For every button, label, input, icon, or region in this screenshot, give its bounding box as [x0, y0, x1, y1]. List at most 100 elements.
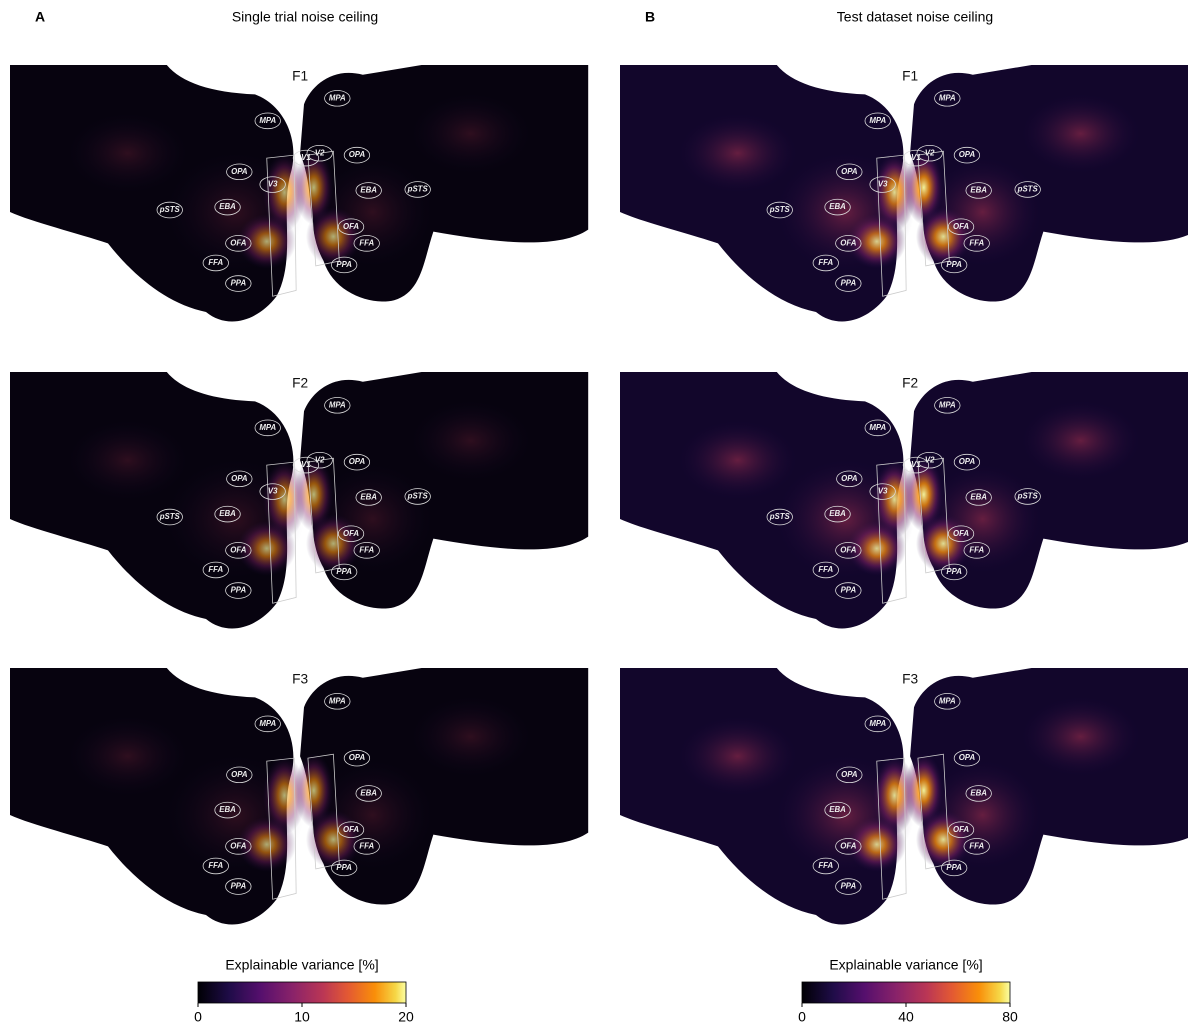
roi-label: V2	[925, 455, 935, 464]
roi-label: OPA	[231, 770, 248, 779]
activation-diffuse	[776, 460, 914, 578]
roi-label: FFA	[208, 258, 223, 267]
roi-label: OPA	[959, 150, 976, 159]
roi-contour	[202, 561, 229, 579]
roi-label: MPA	[259, 116, 276, 125]
roi-outline	[876, 753, 950, 900]
roi-label: OPA	[349, 150, 366, 159]
roi-label: pSTS	[1017, 185, 1039, 194]
roi-contour	[941, 563, 968, 581]
colorbar-label: Explainable variance [%]	[829, 957, 982, 973]
roi-contour	[953, 453, 981, 471]
roi-label: EBA	[360, 186, 377, 195]
roi-contour	[934, 693, 961, 710]
roi-contour	[214, 801, 241, 819]
roi-label: PPA	[946, 863, 962, 872]
roi-contour	[254, 419, 281, 437]
roi-contour	[835, 582, 862, 599]
roi-contour	[864, 112, 891, 130]
roi-label: MPA	[869, 719, 886, 728]
colorbar-label: Explainable variance [%]	[225, 957, 378, 973]
roi-contour	[202, 254, 229, 272]
roi-label: OFA	[953, 222, 969, 231]
roi-label: V1	[301, 153, 311, 162]
roi-contour	[331, 859, 358, 877]
roi-contour	[355, 182, 382, 199]
roi-label: OPA	[231, 474, 248, 483]
roi-label: EBA	[219, 202, 236, 211]
roi-label: EBA	[360, 789, 377, 798]
roi-contour	[331, 563, 358, 581]
map-label: F1	[292, 68, 308, 83]
colorbar-tick-label: 20	[398, 1009, 414, 1025]
roi-label: MPA	[329, 696, 346, 705]
roi-label: pSTS	[769, 512, 791, 521]
roi-label: OPA	[841, 770, 858, 779]
roi-contour	[337, 218, 365, 235]
activation-diffuse	[923, 465, 1042, 573]
roi-label: EBA	[970, 493, 987, 502]
roi-contour	[1014, 181, 1041, 198]
activation-diffuse	[68, 717, 187, 796]
roi-contour	[355, 489, 382, 506]
roi-label: pSTS	[1017, 492, 1039, 501]
activation-diffuse	[166, 756, 304, 874]
roi-label: FFA	[359, 545, 374, 554]
colorbar-tick-label: 10	[294, 1009, 310, 1025]
roi-label: PPA	[336, 567, 352, 576]
roi-label: V2	[315, 148, 325, 157]
roi-contour	[835, 542, 862, 559]
roi-label: PPA	[841, 586, 857, 595]
roi-contour	[156, 508, 183, 526]
roi-label: OPA	[959, 457, 976, 466]
roi-label: MPA	[869, 116, 886, 125]
roi-contour	[916, 451, 943, 469]
map-label: F3	[292, 671, 308, 686]
roi-label: MPA	[939, 696, 956, 705]
flatmap: F1MPAMPAOPAOPAEBAEBAOFAOFAFFAFFAPPAPPApS…	[10, 65, 589, 322]
roi-contour	[331, 256, 358, 274]
colorbar	[197, 981, 407, 1004]
roi-contour	[259, 176, 286, 193]
roi-label: MPA	[329, 400, 346, 409]
roi-label: V3	[878, 487, 888, 496]
roi-label: PPA	[231, 882, 247, 891]
roi-label: V1	[301, 460, 311, 469]
roi-contour	[812, 857, 839, 875]
activation-diffuse	[678, 114, 797, 193]
roi-label: OFA	[953, 529, 969, 538]
roi-outline	[266, 753, 340, 900]
roi-contour	[965, 182, 992, 199]
roi-contour	[835, 838, 862, 855]
roi-contour	[934, 90, 961, 107]
roi-contour	[963, 838, 990, 855]
roi-label: FFA	[359, 841, 374, 850]
activation-diffuse	[776, 153, 914, 271]
roi-label: MPA	[259, 423, 276, 432]
roi-contour	[226, 470, 253, 488]
roi-contour	[947, 821, 975, 838]
roi-contour	[292, 456, 320, 474]
colorbar-tick-label: 0	[194, 1009, 202, 1025]
activation-diffuse	[68, 114, 187, 193]
roi-label: pSTS	[159, 512, 181, 521]
roi-contour	[225, 838, 252, 855]
roi-label: OPA	[959, 753, 976, 762]
roi-label: MPA	[939, 93, 956, 102]
map-label: F2	[902, 375, 918, 390]
roi-label: FFA	[359, 238, 374, 247]
roi-label: OPA	[349, 457, 366, 466]
activation-diffuse	[923, 761, 1042, 869]
roi-label: PPA	[946, 260, 962, 269]
roi-contour	[259, 483, 286, 500]
roi-label: pSTS	[769, 205, 791, 214]
roi-label: EBA	[829, 202, 846, 211]
roi-contour	[965, 489, 992, 506]
roi-contour	[214, 505, 241, 523]
activation-diffuse	[411, 697, 530, 776]
activation-diffuse	[1021, 94, 1140, 173]
roi-label: V1	[911, 153, 921, 162]
roi-label: MPA	[869, 423, 886, 432]
roi-contour	[953, 749, 981, 767]
roi-label: PPA	[231, 586, 247, 595]
